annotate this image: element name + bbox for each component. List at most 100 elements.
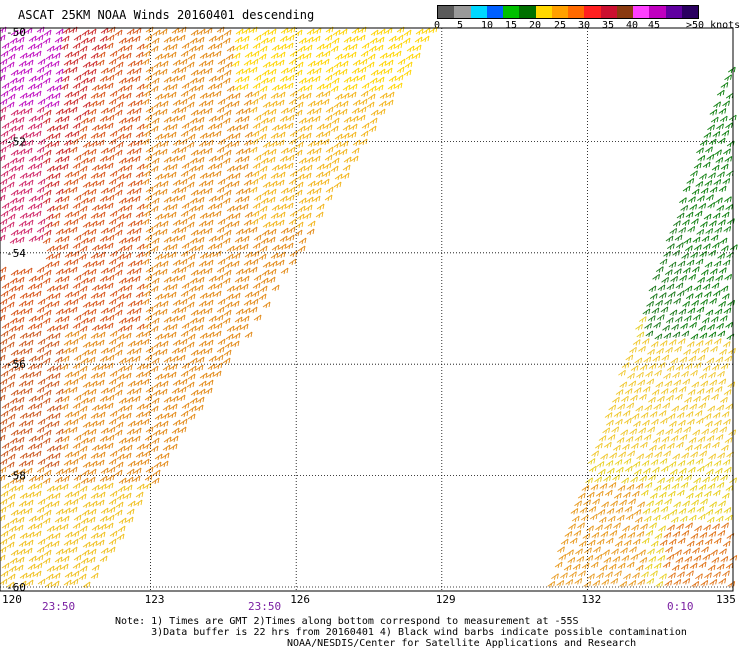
wind-barb <box>213 90 222 98</box>
wind-barb <box>269 100 278 108</box>
wind-barb <box>700 221 708 228</box>
wind-barb <box>168 171 177 179</box>
wind-barb <box>7 573 16 581</box>
wind-barb <box>150 325 159 333</box>
wind-barb <box>232 52 241 60</box>
wind-barb <box>261 29 270 37</box>
wind-barb <box>106 434 115 442</box>
wind-barb <box>340 100 349 108</box>
wind-barb <box>100 347 109 355</box>
wind-barb <box>64 291 73 299</box>
wind-barb <box>7 493 16 501</box>
wind-barb <box>141 218 150 226</box>
wind-barb <box>376 76 385 84</box>
wind-barb <box>197 268 206 276</box>
wind-barb <box>703 524 711 531</box>
wind-barb <box>618 369 626 377</box>
wind-barb <box>17 108 26 116</box>
wind-barb <box>665 546 673 553</box>
wind-barb <box>702 283 711 291</box>
wind-barb <box>713 178 722 186</box>
wind-barb <box>642 419 650 427</box>
wind-barb <box>96 339 105 347</box>
wind-barb <box>60 443 69 451</box>
wind-barb <box>699 139 708 147</box>
wind-barb <box>270 132 279 140</box>
wind-barb <box>640 412 649 419</box>
wind-barb <box>204 347 213 355</box>
wind-barb <box>71 370 80 378</box>
wind-barb <box>225 53 234 61</box>
wind-barb <box>78 453 87 461</box>
wind-barb <box>24 307 33 315</box>
wind-barb <box>661 354 670 361</box>
wind-barb <box>53 124 62 132</box>
wind-barb <box>384 67 393 75</box>
wind-barb <box>34 202 43 210</box>
wind-barb <box>180 370 189 378</box>
wind-barb <box>596 572 604 579</box>
wind-barb <box>118 157 127 165</box>
wind-barb <box>718 378 727 385</box>
wind-barb <box>125 236 134 244</box>
wind-barb <box>180 90 189 98</box>
wind-barb <box>116 413 125 421</box>
wind-barb <box>46 45 55 53</box>
wind-barb <box>223 29 232 37</box>
wind-barb <box>187 213 196 221</box>
wind-barb <box>133 387 142 395</box>
wind-barb <box>125 196 134 204</box>
wind-barb <box>342 124 351 132</box>
wind-barb <box>141 258 150 266</box>
wind-barb <box>100 467 109 475</box>
wind-barb <box>217 58 226 66</box>
wind-barb <box>28 35 37 43</box>
wind-barb <box>316 163 325 171</box>
wind-barb <box>116 173 125 181</box>
wind-barb <box>623 458 632 465</box>
wind-barb <box>719 237 728 245</box>
wind-barb <box>276 259 285 267</box>
wind-barb <box>621 477 629 484</box>
wind-barb <box>684 396 692 404</box>
wind-barb <box>154 293 163 301</box>
wind-barb <box>0 418 8 426</box>
wind-barb <box>225 213 234 221</box>
wind-barb <box>70 538 79 546</box>
wind-barb <box>697 436 706 443</box>
wind-barb <box>127 500 136 508</box>
wind-barb <box>717 530 726 537</box>
wind-barb <box>249 266 258 274</box>
wind-barb <box>24 547 33 555</box>
wind-barb <box>566 549 574 556</box>
wind-barb <box>62 267 71 275</box>
wind-barb <box>153 61 162 69</box>
wind-barb <box>207 203 216 211</box>
wind-barb <box>87 156 96 164</box>
wind-barb <box>331 77 340 85</box>
wind-barb <box>109 50 118 58</box>
wind-barb <box>377 28 386 36</box>
wind-barb <box>197 28 206 36</box>
wind-barb <box>72 42 81 50</box>
wind-barb <box>69 66 78 74</box>
wind-barb <box>717 452 726 459</box>
wind-barb <box>707 124 715 131</box>
wind-barb <box>168 51 177 59</box>
wind-barb <box>150 405 159 413</box>
wind-barb <box>240 163 249 171</box>
wind-barb <box>107 186 116 194</box>
wind-barb <box>223 349 232 357</box>
wind-barb <box>222 317 231 325</box>
wind-barb <box>62 307 71 315</box>
wind-barb <box>0 554 6 562</box>
wind-barb <box>205 299 214 307</box>
wind-barb <box>37 538 46 546</box>
wind-barb <box>69 186 78 194</box>
wind-barb <box>692 314 701 321</box>
wind-barb <box>171 427 180 435</box>
wind-barb <box>707 201 716 209</box>
wind-barb <box>244 291 253 299</box>
wind-barb <box>9 117 18 125</box>
wind-barb <box>28 155 37 163</box>
